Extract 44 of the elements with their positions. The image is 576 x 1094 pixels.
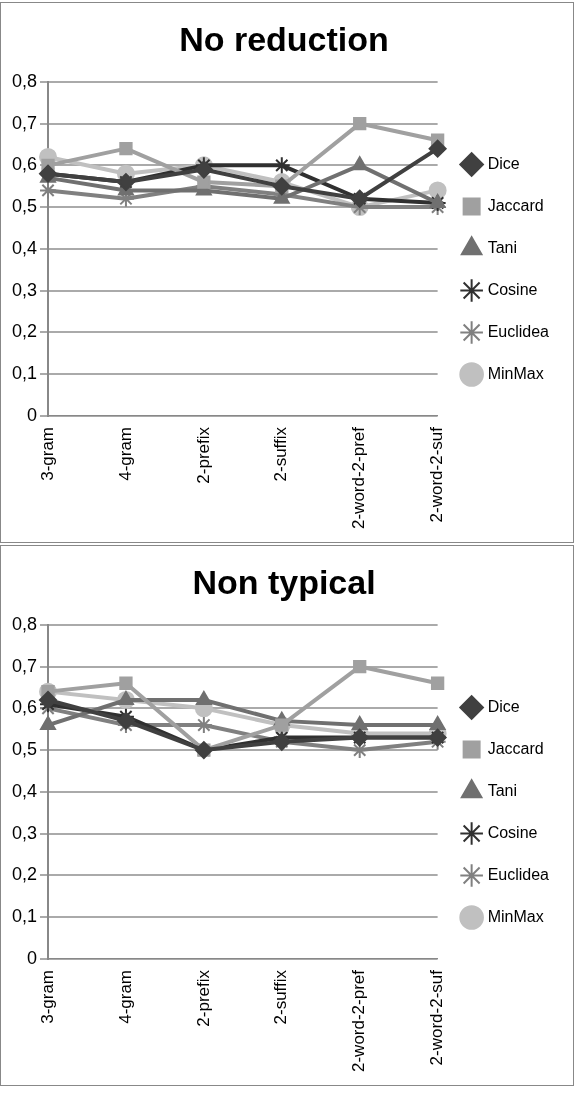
y-tick-label: 0,6: [11, 697, 38, 718]
legend-label: MinMax: [487, 907, 544, 925]
y-tick-label: 0,3: [11, 822, 38, 843]
legend-label: MinMax: [487, 364, 544, 382]
y-tick-label: 0,4: [11, 780, 38, 801]
x-tick-label: 2-suffix: [271, 969, 291, 1025]
y-tick-label: 0,8: [11, 613, 38, 634]
x-tick-label: 4-gram: [115, 969, 135, 1024]
y-tick-label: 0,3: [11, 279, 38, 300]
chart-title: No reduction: [179, 19, 389, 58]
x-tick-label: 2-word-2-pref: [349, 426, 369, 530]
legend-label: Euclidea: [487, 865, 550, 883]
legend-label: Tani: [487, 781, 517, 799]
y-tick-label: 0,7: [11, 112, 38, 133]
chart-title: Non typical: [192, 562, 376, 601]
y-tick-label: 0,4: [11, 237, 38, 258]
x-tick-label: 3-gram: [37, 426, 57, 481]
y-tick-label: 0,2: [11, 864, 38, 885]
y-tick-label: 0,1: [11, 906, 38, 927]
y-tick-label: 0,5: [11, 739, 38, 760]
legend-label: Tani: [487, 238, 517, 256]
x-tick-label: 2-word-2-pref: [349, 969, 369, 1073]
x-tick-label: 2-prefix: [193, 969, 213, 1027]
legend-label: Euclidea: [487, 322, 550, 340]
x-tick-label: 2-prefix: [193, 426, 213, 484]
legend-label: Jaccard: [487, 196, 544, 214]
y-tick-label: 0,5: [11, 196, 38, 217]
y-tick-label: 0,8: [11, 70, 38, 91]
y-tick-label: 0,2: [11, 321, 38, 342]
y-tick-label: 0,1: [11, 363, 38, 384]
x-tick-label: 2-word-2-suf: [427, 426, 447, 523]
legend-label: Cosine: [487, 280, 538, 298]
legend-label: Cosine: [487, 823, 538, 841]
legend-label: Jaccard: [487, 739, 544, 757]
legend-label: Dice: [487, 697, 520, 715]
y-tick-label: 0: [27, 404, 38, 425]
y-tick-label: 0,6: [11, 154, 38, 175]
y-tick-label: 0: [27, 947, 38, 968]
x-tick-label: 3-gram: [37, 969, 57, 1024]
x-tick-label: 4-gram: [115, 426, 135, 481]
x-tick-label: 2-suffix: [271, 426, 291, 482]
y-tick-label: 0,7: [11, 655, 38, 676]
legend-label: Dice: [487, 154, 520, 172]
x-tick-label: 2-word-2-suf: [427, 969, 447, 1066]
